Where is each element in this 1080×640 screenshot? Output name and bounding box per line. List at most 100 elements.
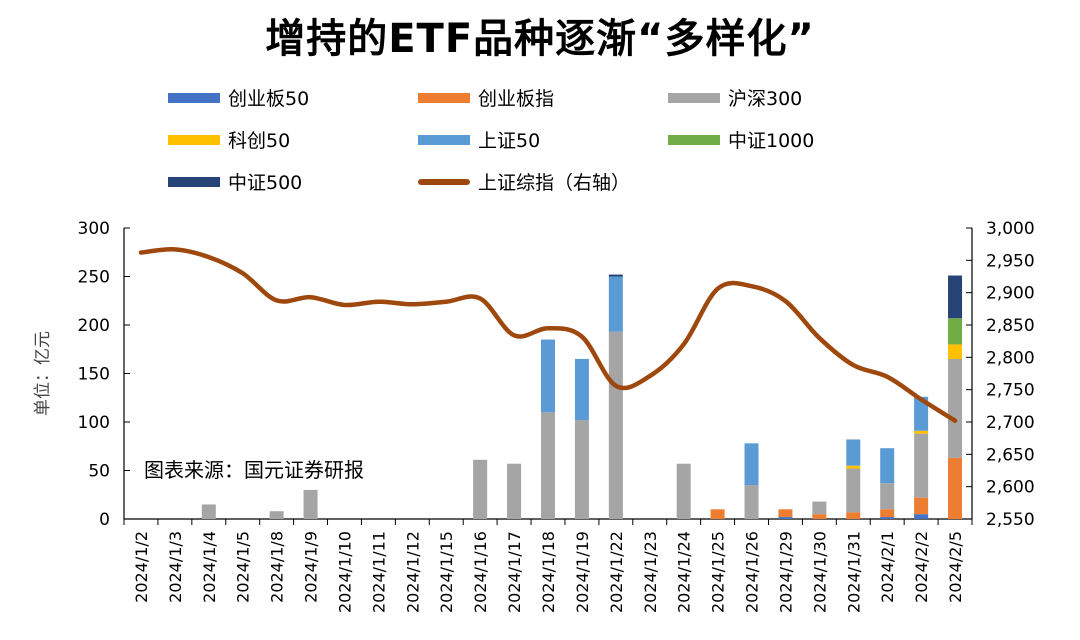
- x-tick-label: 2024/1/17: [505, 531, 524, 613]
- bar-sz50: [541, 339, 555, 413]
- bar-sz50: [846, 439, 861, 466]
- bar-sz50: [914, 396, 929, 431]
- x-tick-label: 2024/1/9: [302, 531, 321, 603]
- x-tick-label: 2024/1/16: [471, 531, 490, 613]
- legend-item-hs300: 沪深300: [668, 84, 802, 111]
- x-tick-label: 2024/2/5: [946, 531, 965, 603]
- x-tick-label: 2024/1/19: [573, 531, 592, 613]
- y2-tick-label: 2,700: [986, 413, 1035, 433]
- bar-kc50: [948, 344, 963, 359]
- legend-item-zz500: 中证500: [168, 168, 302, 195]
- bars-layer: [201, 274, 963, 519]
- bar-hs300: [269, 511, 284, 519]
- bar-cyb50: [880, 517, 895, 519]
- y-tick-label: 200: [78, 316, 110, 336]
- x-tick-label: 2024/1/15: [437, 531, 456, 613]
- bar-zz500: [608, 274, 623, 277]
- x-tick-label: 2024/1/29: [776, 531, 795, 613]
- bar-hs300: [914, 433, 929, 498]
- source-note: 图表来源：国元证券研报: [144, 458, 364, 482]
- x-tick-label: 2024/1/18: [539, 531, 558, 613]
- bar-hs300: [948, 358, 963, 458]
- legend-swatch: [668, 134, 720, 145]
- x-tick-label: 2024/1/26: [743, 531, 762, 613]
- legend-swatch: [418, 178, 470, 185]
- bar-hs300: [744, 485, 759, 519]
- y-axis-label: 单位：亿元: [33, 331, 53, 416]
- bar-sz50: [574, 358, 589, 421]
- bar-cybz: [914, 497, 929, 515]
- x-tick-label: 2024/1/23: [641, 531, 660, 613]
- tick-labels-layer: 0 50 100 150 200 250 300 2,550 2,600 2,650 2,700 2,…: [33, 219, 1035, 613]
- legend-swatch: [168, 134, 220, 145]
- legend-label: 沪深300: [728, 88, 803, 110]
- x-tick-label: 2024/1/24: [675, 531, 694, 613]
- bar-hs300: [507, 463, 522, 519]
- legend-label: 上证综指（右轴）: [478, 172, 631, 194]
- bar-cybz: [710, 509, 725, 519]
- legend-item-cyb50: 创业板50: [168, 84, 309, 111]
- x-tick-label: 2024/1/12: [403, 531, 422, 613]
- bar-hs300: [201, 504, 216, 519]
- x-tick-label: 2024/1/4: [200, 531, 219, 603]
- x-tick-label: 2024/1/11: [369, 531, 388, 613]
- legend-swatch: [668, 92, 720, 103]
- y2-tick-label: 2,800: [986, 348, 1035, 368]
- y-tick-label: 0: [99, 510, 110, 530]
- x-tick-label: 2024/1/3: [166, 531, 185, 603]
- bar-hs300: [541, 412, 555, 519]
- bar-hs300: [846, 468, 861, 513]
- legend-swatch: [168, 176, 220, 187]
- bar-sz50: [608, 276, 623, 332]
- x-tick-label: 2024/1/25: [709, 531, 728, 613]
- y2-tick-label: 2,550: [986, 510, 1035, 530]
- x-tick-label: 2024/1/2: [132, 531, 151, 603]
- y-tick-label: 300: [78, 219, 110, 239]
- y2-tick-label: 2,950: [986, 251, 1035, 271]
- bar-sz50: [744, 443, 759, 486]
- bar-cybz: [880, 509, 895, 518]
- legend-label: 科创50: [228, 130, 291, 152]
- legend-swatch: [418, 92, 470, 103]
- legend-item-kc50: 科创50: [168, 126, 290, 153]
- y2-tick-label: 2,600: [986, 478, 1035, 498]
- bar-hs300: [608, 331, 623, 519]
- legend: 创业板50 创业板指 沪深300 科创50 上证50 中证1000 中证500 上证综指（右轴…: [168, 84, 928, 200]
- bar-hs300: [812, 501, 827, 515]
- bar-kc50: [846, 465, 861, 469]
- legend-label: 创业板50: [228, 88, 310, 110]
- bar-cyb50: [914, 514, 929, 519]
- y-tick-label: 50: [88, 462, 110, 482]
- y2-tick-label: 2,900: [986, 284, 1035, 304]
- bar-cybz: [846, 512, 861, 519]
- x-tick-label: 2024/1/10: [335, 531, 354, 613]
- y2-tick-label: 2,750: [986, 381, 1035, 401]
- legend-label: 中证500: [228, 172, 303, 194]
- x-tick-label: 2024/2/2: [912, 531, 931, 603]
- legend-label: 中证1000: [728, 130, 815, 152]
- legend-item-zz1000: 中证1000: [668, 126, 814, 153]
- legend-item-cybz: 创业板指: [418, 84, 554, 111]
- legend-label: 上证50: [478, 130, 541, 152]
- legend-item-shindex: 上证综指（右轴）: [418, 168, 630, 195]
- legend-label: 创业板指: [478, 88, 555, 110]
- y-tick-label: 250: [78, 268, 110, 288]
- legend-item-sz50: 上证50: [418, 126, 540, 153]
- x-tick-label: 2024/1/5: [234, 531, 253, 603]
- legend-swatch: [168, 92, 220, 103]
- chart-title: 增持的ETF品种逐渐“多样化”: [265, 16, 815, 62]
- y2-tick-label: 2,850: [986, 316, 1035, 336]
- bar-hs300: [574, 420, 589, 519]
- line-shindex: [138, 246, 958, 423]
- x-tick-label: 2024/1/31: [844, 531, 863, 613]
- bar-hs300: [303, 489, 318, 519]
- bar-cybz: [812, 514, 827, 519]
- bar-hs300: [676, 463, 691, 519]
- bar-kc50: [914, 430, 929, 434]
- bar-hs300: [880, 483, 895, 510]
- line-layer: [138, 246, 958, 423]
- bar-zz1000: [948, 318, 963, 345]
- x-tick-label: 2024/1/30: [810, 531, 829, 613]
- bar-cybz: [778, 509, 793, 518]
